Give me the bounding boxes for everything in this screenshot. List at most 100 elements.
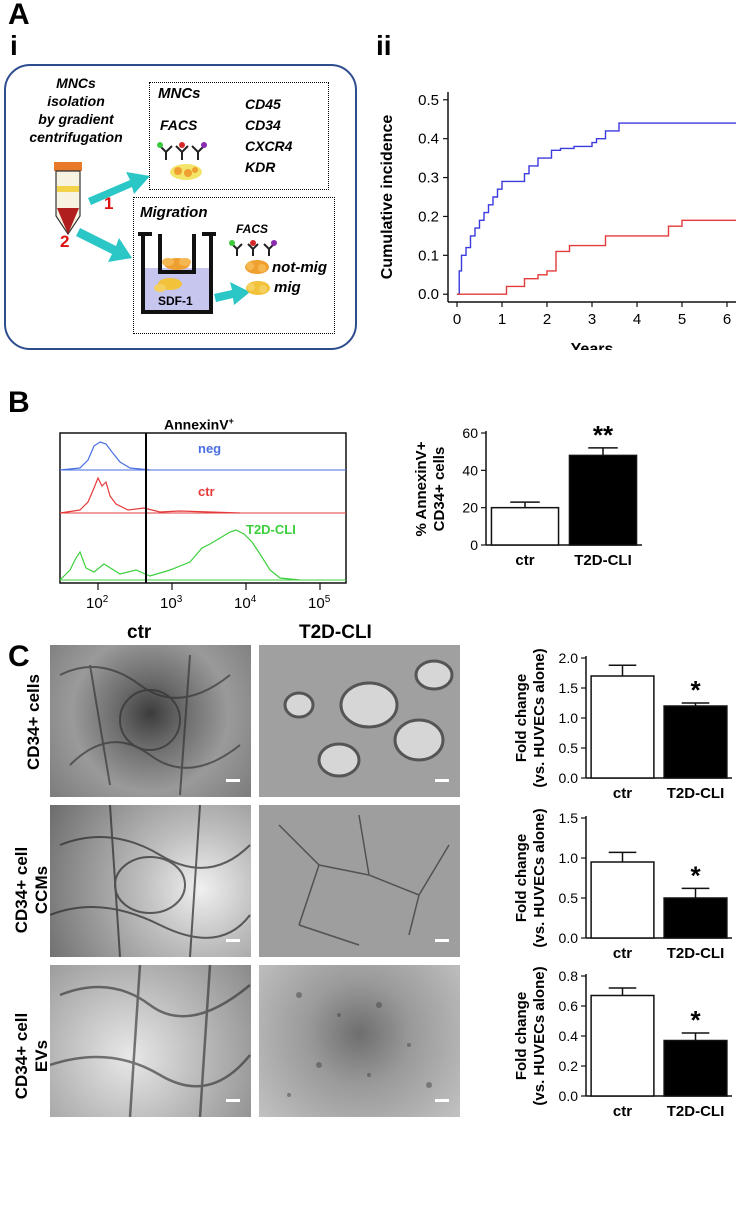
isolation-line-2: isolation [47,93,105,109]
y-tick-label: 1.0 [559,850,579,866]
y-tick-label: 1.5 [559,810,579,826]
panel-a-ii-label: ii [376,30,392,61]
y-tick-label: 0.0 [559,1088,579,1104]
y-tick-label: 0.0 [559,930,579,946]
x-tick-label: 1 [498,311,506,328]
bar-t2d-cli [663,1039,728,1097]
facs2-label: FACS [236,222,269,236]
y-tick-label: 0.0 [418,286,439,303]
fold-change-chart-ccms: 0.0 0.5 1.0 1.5 ctr T2D-CLI * Fold change (vs. H… [513,808,732,962]
y-tick-label: 20 [462,500,478,516]
series-line-0 [457,122,736,295]
significance-marker: * [690,675,701,705]
micrograph-ccms-t2d [259,805,460,957]
y-axis-label: (vs. HUVECs alone) [531,808,548,947]
antibody-icons [159,145,205,160]
y-tick-label: 2.0 [559,650,579,666]
bar-t2d-cli [663,705,728,779]
isolation-line-4: centrifugation [29,129,123,145]
column-label-ctr: ctr [127,622,152,643]
x-tick-label: ctr [613,785,632,802]
y-tick-label: 0.4 [559,1028,579,1044]
y-tick-label: 0.5 [418,92,439,109]
x-tick-label: 0 [453,311,461,328]
y-tick-label: 0.5 [559,890,579,906]
mncs-title: MNCs [158,85,201,102]
bar-ctr [490,506,560,546]
histogram-title-sup: + [228,416,234,426]
arrow-2-icon [76,228,132,262]
y-axis-label: Fold change [513,674,530,762]
migration-title: Migration [140,204,208,221]
isolation-line-1: MNCs [56,75,96,91]
histogram-xtick-2: 103 [160,594,183,612]
y-tick-label: 1.5 [559,680,579,696]
y-axis-label: CD34+ cells [431,447,448,532]
y-tick-label: 1.0 [559,710,579,726]
y-tick-label: 0.2 [559,1058,579,1074]
micrograph-cd34-ctr [50,645,251,797]
isolation-text: MNCs isolation by gradient centrifugatio… [16,74,136,146]
facs-label: FACS [160,117,198,133]
trace-label-ctr: ctr [198,484,215,499]
marker-kdr: KDR [245,159,276,175]
histogram-trace-t2d [59,529,301,581]
antibody-icons-2 [231,243,275,256]
not-mig-label: not-mig [272,259,327,276]
histogram-title-text: AnnexinV [164,416,229,433]
y-axis-label: % AnnexinV+ [413,441,430,536]
trace-label-neg: neg [198,441,222,456]
arrow-2-label: 2 [60,232,70,251]
row-label-evs: CD34+ cell EVs [12,1012,51,1100]
test-tube-icon [54,162,82,236]
bar-t2d-cli [663,897,728,939]
y-tick-label: 0 [470,537,478,553]
x-tick-label: ctr [613,1103,632,1120]
arrow-3-icon [214,282,250,305]
annexin-histogram [59,432,347,590]
micrograph-cd34-t2d [259,645,460,797]
row-label-ccms: CD34+ cell CCMs [12,846,51,934]
migration-box [133,197,335,334]
x-tick-label: ctr [613,945,632,962]
schematic-frame [4,64,357,350]
y-tick-label: 60 [462,425,478,441]
x-tick-label: T2D-CLI [667,785,725,802]
y-axis-label: Fold change [513,834,530,922]
x-axis-label: Years [571,341,614,350]
micrograph-evs-t2d [259,965,460,1117]
x-tick-label: T2D-CLI [667,945,725,962]
marker-cd45: CD45 [245,96,281,112]
annexin-bar-chart: 0 20 40 60 ctr T2D-CLI ** % AnnexinV+ CD34+ cell… [413,420,642,569]
panel-a-i-label: i [10,30,18,61]
marker-cxcr4: CXCR4 [245,138,293,154]
y-axis-label: Cumulative incidence [379,115,396,280]
x-tick-label: 5 [678,311,686,328]
histogram-trace-neg [59,441,151,471]
x-tick-label: 4 [633,311,641,328]
series-line-1 [457,219,736,295]
mig-label: mig [274,279,301,296]
y-tick-label: 0.4 [418,131,439,148]
fold-change-chart-evs: 0.0 0.2 0.4 0.6 0.8 ctr T2D-CLI * Fold change (vs… [513,966,732,1120]
sdf1-label: SDF-1 [158,294,193,308]
y-tick-label: 0.6 [559,998,579,1014]
arrow-1-icon [88,172,150,205]
isolation-line-3: by gradient [38,111,114,127]
significance-marker: * [690,860,701,890]
significance-marker: ** [593,420,614,450]
histogram-title: AnnexinV+ [164,416,234,433]
histogram-xtick-4: 105 [308,594,331,612]
marker-cd34: CD34 [245,117,281,133]
y-axis-label: (vs. HUVECs alone) [531,648,548,787]
cumulative-incidence-chart: 0.0 0.1 0.2 0.3 0.4 0.5 0 1 2 3 4 5 6 Years Cumulative… [379,92,736,350]
bar-ctr [590,994,655,1097]
arrow-1-label: 1 [104,194,114,213]
y-tick-label: 0.5 [559,740,579,756]
transwell-icon [138,232,216,314]
markers-list: CD45 CD34 CXCR4 KDR [245,94,292,178]
facs-box [149,82,329,190]
y-axis-label: (vs. HUVECs alone) [531,966,548,1105]
micrograph-evs-ctr [50,965,251,1117]
column-label-t2d: T2D-CLI [299,622,372,643]
